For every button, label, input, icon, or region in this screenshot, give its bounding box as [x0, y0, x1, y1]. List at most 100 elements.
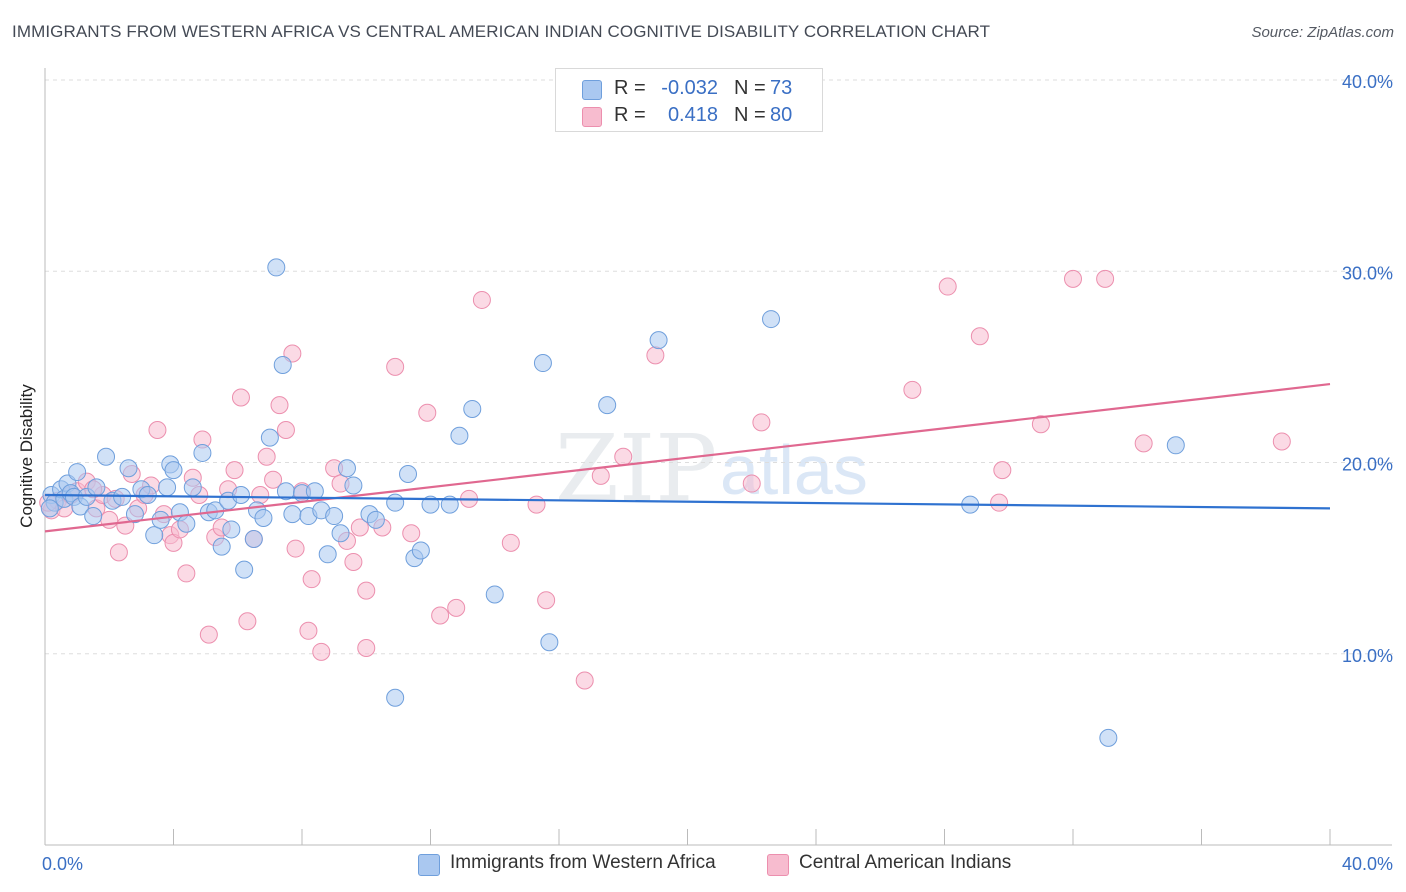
data-point — [903, 380, 922, 399]
data-point — [87, 478, 106, 497]
data-point — [119, 459, 138, 478]
data-point — [537, 591, 556, 610]
data-point — [970, 327, 989, 346]
blue-swatch-icon — [418, 854, 440, 876]
data-point — [450, 426, 469, 445]
axes — [44, 68, 1392, 846]
data-point — [177, 564, 196, 583]
n-label: N = — [734, 77, 766, 99]
pink-swatch-icon — [767, 854, 789, 876]
data-point — [533, 354, 552, 373]
data-point — [399, 464, 418, 483]
r-value: -0.032 — [661, 77, 718, 99]
data-point — [299, 621, 318, 640]
data-point — [938, 277, 957, 296]
r-label: R = — [614, 104, 646, 126]
y-tick-label: 30.0% — [1342, 263, 1393, 283]
data-point — [350, 518, 369, 537]
data-point — [286, 539, 305, 558]
data-point — [267, 258, 286, 277]
data-point — [386, 493, 405, 512]
data-point — [222, 520, 241, 539]
data-point — [225, 461, 244, 480]
y-tick-labels: 10.0% 20.0% 30.0% 40.0% — [1342, 72, 1393, 666]
data-point — [418, 403, 437, 422]
pink-swatch-icon — [582, 107, 602, 127]
data-point — [646, 346, 665, 365]
legend-row-central-american-indians: R = 0.418 N = 80 — [556, 101, 822, 129]
y-tick-label: 40.0% — [1342, 72, 1393, 92]
data-point — [421, 495, 440, 514]
data-point — [177, 514, 196, 533]
data-point — [97, 447, 116, 466]
data-point — [283, 505, 302, 524]
data-point — [125, 505, 144, 524]
data-point — [283, 344, 302, 363]
data-point — [148, 420, 167, 439]
data-point — [411, 541, 430, 560]
data-point — [575, 671, 594, 690]
data-point — [257, 447, 276, 466]
data-point — [325, 507, 344, 526]
watermark-zip: ZIP — [555, 415, 717, 522]
data-point — [254, 508, 273, 527]
data-point — [386, 688, 405, 707]
data-point — [402, 524, 421, 543]
data-point — [100, 510, 119, 529]
data-point — [540, 633, 559, 652]
data-point — [366, 510, 385, 529]
data-point — [318, 545, 337, 564]
y-tick-label: 20.0% — [1342, 455, 1393, 475]
data-point — [84, 507, 103, 526]
watermark-atlas: atlas — [720, 431, 868, 509]
n-value: 80 — [770, 104, 793, 126]
data-point — [1134, 434, 1153, 453]
data-point — [164, 461, 183, 480]
data-point — [614, 447, 633, 466]
source-credit: Source: ZipAtlas.com — [1251, 24, 1394, 41]
data-point — [591, 466, 610, 485]
data-point — [331, 524, 350, 543]
data-point — [244, 530, 263, 548]
blue-trend-line — [44, 493, 1331, 510]
data-point — [337, 459, 356, 478]
watermark: ZIP atlas — [555, 415, 868, 522]
data-point — [302, 570, 321, 589]
n-value: 73 — [770, 77, 793, 99]
data-point — [276, 420, 295, 439]
data-point — [431, 606, 450, 625]
data-point — [993, 461, 1012, 480]
y-axis-label: Cognitive Disability — [17, 384, 36, 528]
data-point — [386, 357, 405, 376]
data-point — [260, 428, 279, 447]
chart-title: IMMIGRANTS FROM WESTERN AFRICA VS CENTRA… — [12, 22, 991, 41]
data-point — [183, 478, 202, 497]
data-point — [145, 526, 164, 545]
data-point — [68, 463, 87, 482]
data-point — [251, 486, 270, 505]
western-africa-points — [40, 258, 1185, 747]
data-point — [649, 331, 668, 350]
legend-row-western-africa: R = -0.032 N = 73 — [556, 74, 822, 102]
data-point — [1099, 728, 1118, 747]
n-label: N = — [734, 104, 766, 126]
blue-swatch-icon — [582, 80, 602, 100]
data-point — [472, 290, 491, 309]
data-point — [158, 478, 177, 497]
data-point — [463, 399, 482, 418]
data-point — [199, 625, 218, 644]
data-point — [752, 413, 771, 432]
data-point — [40, 499, 59, 518]
data-point — [212, 537, 231, 556]
x-tick-label-min: 0.0% — [42, 854, 83, 874]
legend-label: Central American Indians — [799, 852, 1012, 873]
data-point — [598, 396, 617, 415]
data-point — [273, 355, 292, 374]
y-tick-label: 10.0% — [1342, 646, 1393, 666]
data-point — [109, 543, 128, 562]
data-point — [1031, 415, 1050, 434]
data-point — [235, 560, 254, 579]
data-point — [485, 585, 504, 604]
data-point — [344, 476, 363, 495]
